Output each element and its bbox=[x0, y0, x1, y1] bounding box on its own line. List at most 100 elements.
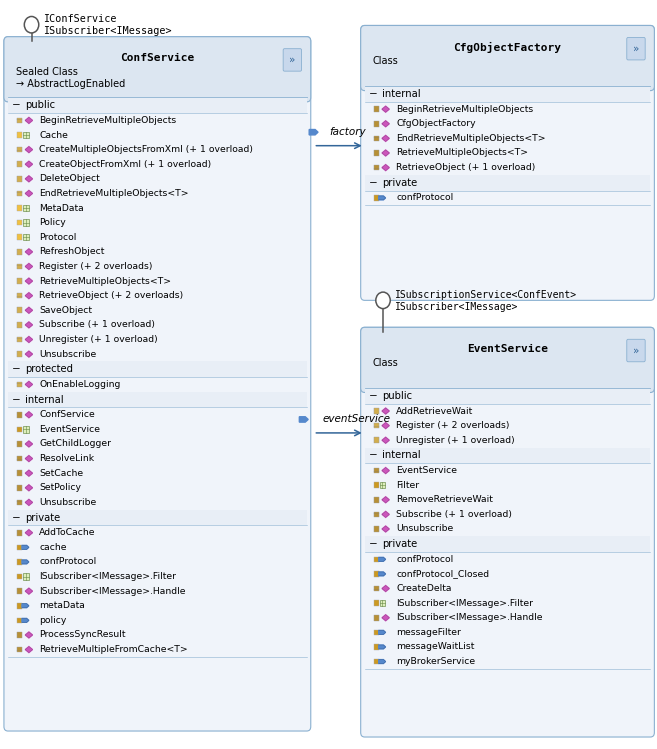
Polygon shape bbox=[382, 136, 389, 142]
Text: »: » bbox=[633, 345, 639, 356]
Bar bbox=[18, 293, 22, 298]
Text: public: public bbox=[25, 100, 55, 110]
Bar bbox=[23, 132, 29, 138]
Bar bbox=[18, 559, 22, 565]
Bar bbox=[18, 278, 22, 284]
Polygon shape bbox=[378, 572, 386, 576]
Text: EventService: EventService bbox=[396, 466, 457, 475]
Polygon shape bbox=[378, 557, 386, 561]
Text: EndRetrieveMultipleObjects<T>: EndRetrieveMultipleObjects<T> bbox=[39, 189, 189, 198]
Text: Cache: Cache bbox=[39, 130, 68, 139]
Text: CreateDelta: CreateDelta bbox=[396, 584, 451, 593]
Text: private: private bbox=[382, 539, 417, 549]
Polygon shape bbox=[378, 645, 386, 649]
Polygon shape bbox=[382, 526, 389, 532]
Bar bbox=[9, 78, 306, 97]
Text: −: − bbox=[12, 100, 21, 110]
Bar bbox=[18, 455, 22, 461]
Bar bbox=[374, 630, 379, 635]
Text: ConfService: ConfService bbox=[39, 410, 95, 419]
Bar bbox=[374, 121, 379, 127]
Bar bbox=[23, 426, 29, 432]
Polygon shape bbox=[25, 336, 33, 342]
Bar bbox=[18, 588, 22, 594]
Text: CfgObjectFactory: CfgObjectFactory bbox=[453, 42, 562, 53]
Bar bbox=[374, 659, 379, 664]
Polygon shape bbox=[25, 278, 33, 284]
Polygon shape bbox=[382, 150, 389, 156]
Bar bbox=[374, 482, 379, 488]
Bar bbox=[18, 351, 22, 357]
Polygon shape bbox=[25, 470, 33, 476]
Polygon shape bbox=[25, 588, 33, 594]
Text: SetPolicy: SetPolicy bbox=[39, 483, 81, 492]
Text: ConfService: ConfService bbox=[120, 53, 194, 63]
Text: private: private bbox=[25, 512, 60, 523]
Bar bbox=[374, 497, 379, 503]
Text: metaData: metaData bbox=[39, 601, 85, 610]
Bar bbox=[23, 219, 29, 225]
Bar bbox=[23, 573, 29, 580]
FancyBboxPatch shape bbox=[361, 25, 654, 300]
Text: Class: Class bbox=[373, 56, 398, 66]
Text: Unsubscribe: Unsubscribe bbox=[39, 498, 97, 507]
Bar bbox=[374, 527, 379, 532]
Polygon shape bbox=[22, 545, 29, 549]
Text: −: − bbox=[369, 450, 378, 461]
Text: public: public bbox=[382, 391, 412, 401]
Polygon shape bbox=[25, 485, 33, 491]
Polygon shape bbox=[378, 196, 386, 200]
Circle shape bbox=[24, 16, 39, 33]
Bar bbox=[18, 118, 22, 124]
Bar bbox=[18, 322, 22, 327]
Bar bbox=[365, 448, 650, 463]
Text: Class: Class bbox=[373, 358, 398, 368]
Text: ISubscriber<IMessage>: ISubscriber<IMessage> bbox=[395, 302, 518, 312]
Bar bbox=[374, 467, 379, 473]
Bar bbox=[365, 388, 650, 404]
Text: −: − bbox=[369, 391, 378, 401]
Bar bbox=[18, 574, 22, 579]
Bar bbox=[380, 482, 385, 488]
FancyBboxPatch shape bbox=[361, 327, 654, 392]
Bar bbox=[18, 485, 22, 491]
Text: confProtocol: confProtocol bbox=[396, 193, 453, 202]
Bar bbox=[8, 509, 307, 525]
Text: RetrieveMultipleObjects<T>: RetrieveMultipleObjects<T> bbox=[39, 276, 171, 285]
Text: Unregister (+ 1 overload): Unregister (+ 1 overload) bbox=[396, 436, 515, 445]
Polygon shape bbox=[25, 646, 33, 652]
FancyBboxPatch shape bbox=[4, 37, 311, 731]
Bar bbox=[18, 176, 22, 181]
Text: messageFilter: messageFilter bbox=[396, 628, 461, 637]
Bar bbox=[18, 470, 22, 476]
Polygon shape bbox=[25, 381, 33, 387]
Circle shape bbox=[376, 292, 390, 309]
Bar bbox=[374, 437, 379, 443]
Polygon shape bbox=[382, 106, 389, 112]
Text: ProcessSyncResult: ProcessSyncResult bbox=[39, 631, 126, 640]
Text: ResolveLink: ResolveLink bbox=[39, 454, 95, 463]
FancyBboxPatch shape bbox=[361, 25, 654, 91]
Bar bbox=[18, 219, 22, 225]
Text: CfgObjectFactory: CfgObjectFactory bbox=[396, 119, 476, 128]
Bar bbox=[18, 617, 22, 623]
Text: internal: internal bbox=[382, 450, 420, 461]
Text: AddToCache: AddToCache bbox=[39, 528, 96, 537]
Text: factory: factory bbox=[329, 127, 366, 137]
Text: DeleteObject: DeleteObject bbox=[39, 175, 100, 184]
Polygon shape bbox=[25, 632, 33, 638]
Text: internal: internal bbox=[382, 89, 420, 99]
Polygon shape bbox=[25, 351, 33, 357]
Bar bbox=[18, 381, 22, 387]
Bar bbox=[18, 500, 22, 505]
Polygon shape bbox=[378, 660, 386, 664]
Text: RetrieveMultipleFromCache<T>: RetrieveMultipleFromCache<T> bbox=[39, 645, 188, 654]
Polygon shape bbox=[25, 441, 33, 447]
Bar bbox=[374, 195, 379, 201]
Polygon shape bbox=[25, 455, 33, 461]
Polygon shape bbox=[378, 631, 386, 634]
Bar bbox=[18, 264, 22, 269]
Polygon shape bbox=[25, 500, 33, 506]
Text: myBrokerService: myBrokerService bbox=[396, 657, 475, 666]
Text: AddRetrieveWait: AddRetrieveWait bbox=[396, 407, 474, 416]
